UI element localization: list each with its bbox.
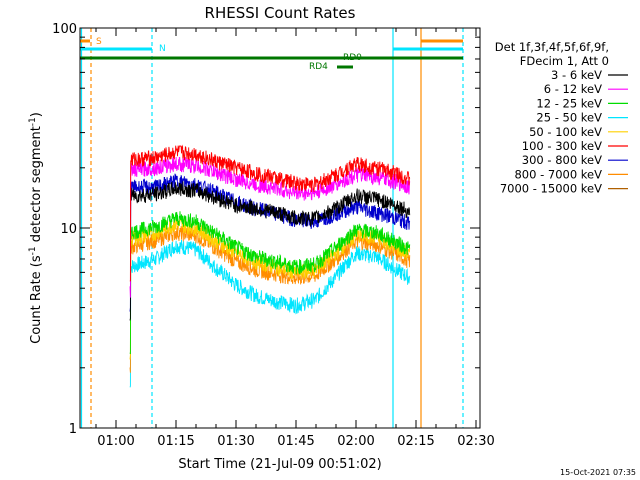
legend-label: 300 - 800 keV [522, 153, 602, 167]
x-axis-label: Start Time (21-Jul-09 00:51:02) [178, 457, 381, 472]
x-tick-label: 01:30 [217, 434, 254, 449]
series-line-6to12keV [129, 156, 411, 298]
legend-label: 12 - 25 keV [536, 96, 602, 110]
x-tick-label: 02:00 [337, 434, 374, 449]
y-axis: 100 10 1 [52, 22, 480, 437]
flag-label-n: N [159, 44, 166, 54]
timestamp: 15-Oct-2021 07:35 [560, 468, 636, 477]
series-line-100to300keV [129, 144, 411, 282]
x-tick-label: 01:15 [157, 434, 194, 449]
x-tick-label: 02:15 [397, 434, 434, 449]
series-line-3to6keV [129, 181, 411, 321]
y-tick-label: 100 [52, 22, 77, 37]
legend-label: 50 - 100 keV [529, 125, 602, 139]
legend-label: 100 - 300 keV [522, 139, 602, 153]
x-axis: 01:00 01:15 01:30 01:45 02:00 02:15 02:30 [95, 28, 495, 449]
series-line-300to800keV [129, 173, 411, 312]
y-axis-label: Count Rate (s-1 detector segment-1) [28, 112, 44, 344]
flag-label-rd0: RD0 [343, 53, 362, 63]
flag-label-rd4: RD4 [309, 62, 328, 72]
legend-label: 800 - 7000 keV [514, 167, 602, 181]
legend-header: Det 1f,3f,4f,5f,6f,9f, [495, 40, 609, 54]
x-tick-label: 01:45 [277, 434, 314, 449]
chart-title: RHESSI Count Rates [205, 4, 356, 22]
legend: Det 1f,3f,4f,5f,6f,9f,FDecim 1, Att 03 -… [495, 40, 628, 196]
legend-label: 7000 - 15000 keV [500, 182, 602, 196]
series-line-25to50keV [129, 239, 411, 388]
series-line-800to7000keV [129, 225, 411, 373]
series-line-12to25keV [129, 211, 411, 355]
y-tick-label: 1 [69, 422, 77, 437]
legend-label: 6 - 12 keV [544, 82, 602, 96]
legend-header: FDecim 1, Att 0 [520, 54, 609, 68]
legend-label: 25 - 50 keV [536, 111, 602, 125]
x-tick-label: 02:30 [457, 434, 494, 449]
x-tick-label: 01:00 [97, 434, 134, 449]
flag-label-s: S [96, 37, 102, 47]
y-tick-label: 10 [60, 222, 77, 237]
legend-label: 3 - 6 keV [551, 68, 602, 82]
